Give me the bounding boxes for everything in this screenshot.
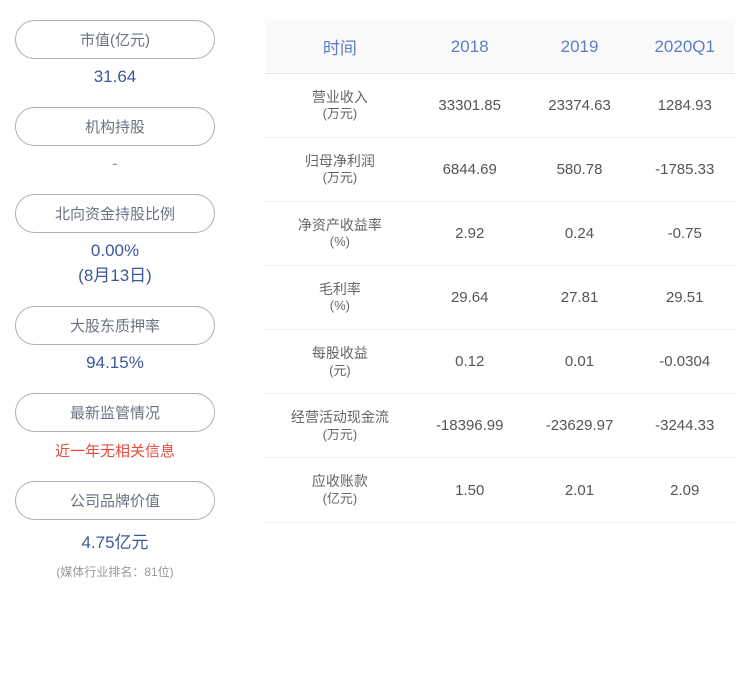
table-row: 营业收入(万元) 33301.85 23374.63 1284.93 — [265, 74, 735, 138]
cell-value: -1785.33 — [634, 138, 735, 202]
cell-value: -18396.99 — [415, 394, 525, 458]
cell-value: -0.0304 — [634, 330, 735, 394]
cell-value: -3244.33 — [634, 394, 735, 458]
cell-value: 27.81 — [525, 266, 635, 330]
regulatory-status-label: 最新监管情况 — [15, 393, 215, 432]
brand-value-rank: (媒体行业排名：81位) — [15, 563, 215, 580]
metric-label: 归母净利润(万元) — [265, 138, 415, 202]
left-info-panel: 市值(亿元) 31.64 机构持股 - 北向资金持股比例 0.00% (8月13… — [15, 20, 255, 658]
financial-table-panel: 时间 2018 2019 2020Q1 营业收入(万元) 33301.85 23… — [255, 20, 735, 658]
header-2019: 2019 — [525, 20, 635, 74]
table-row: 净资产收益率(%) 2.92 0.24 -0.75 — [265, 202, 735, 266]
table-row: 经营活动现金流(万元) -18396.99 -23629.97 -3244.33 — [265, 394, 735, 458]
cell-value: 2.92 — [415, 202, 525, 266]
table-header-row: 时间 2018 2019 2020Q1 — [265, 20, 735, 74]
cell-value: 2.01 — [525, 458, 635, 522]
cell-value: 23374.63 — [525, 74, 635, 138]
cell-value: 6844.69 — [415, 138, 525, 202]
cell-value: 1.50 — [415, 458, 525, 522]
regulatory-status-value: 近一年无相关信息 — [15, 440, 215, 461]
cell-value: 33301.85 — [415, 74, 525, 138]
cell-value: -23629.97 — [525, 394, 635, 458]
metric-label: 经营活动现金流(万元) — [265, 394, 415, 458]
pledge-ratio-label: 大股东质押率 — [15, 306, 215, 345]
cell-value: 29.64 — [415, 266, 525, 330]
metric-label: 毛利率(%) — [265, 266, 415, 330]
metric-label: 应收账款(亿元) — [265, 458, 415, 522]
brand-value-value: 4.75亿元 — [15, 528, 215, 553]
cell-value: 29.51 — [634, 266, 735, 330]
cell-value: 1284.93 — [634, 74, 735, 138]
header-2020q1: 2020Q1 — [634, 20, 735, 74]
table-row: 应收账款(亿元) 1.50 2.01 2.09 — [265, 458, 735, 522]
cell-value: 0.01 — [525, 330, 635, 394]
metric-label: 营业收入(万元) — [265, 74, 415, 138]
market-cap-value: 31.64 — [15, 67, 215, 87]
cell-value: 2.09 — [634, 458, 735, 522]
brand-value-label: 公司品牌价值 — [15, 481, 215, 520]
cell-value: 0.12 — [415, 330, 525, 394]
table-row: 归母净利润(万元) 6844.69 580.78 -1785.33 — [265, 138, 735, 202]
pledge-ratio-value: 94.15% — [15, 353, 215, 373]
metric-label: 每股收益(元) — [265, 330, 415, 394]
header-2018: 2018 — [415, 20, 525, 74]
cell-value: -0.75 — [634, 202, 735, 266]
cell-value: 0.24 — [525, 202, 635, 266]
institutional-holdings-value: - — [15, 154, 215, 174]
metric-label: 净资产收益率(%) — [265, 202, 415, 266]
northbound-ratio-value: 0.00% (8月13日) — [15, 241, 215, 286]
financial-data-table: 时间 2018 2019 2020Q1 营业收入(万元) 33301.85 23… — [265, 20, 735, 523]
table-row: 每股收益(元) 0.12 0.01 -0.0304 — [265, 330, 735, 394]
header-time: 时间 — [265, 20, 415, 74]
institutional-holdings-label: 机构持股 — [15, 107, 215, 146]
market-cap-label: 市值(亿元) — [15, 20, 215, 59]
cell-value: 580.78 — [525, 138, 635, 202]
northbound-ratio-label: 北向资金持股比例 — [15, 194, 215, 233]
table-row: 毛利率(%) 29.64 27.81 29.51 — [265, 266, 735, 330]
